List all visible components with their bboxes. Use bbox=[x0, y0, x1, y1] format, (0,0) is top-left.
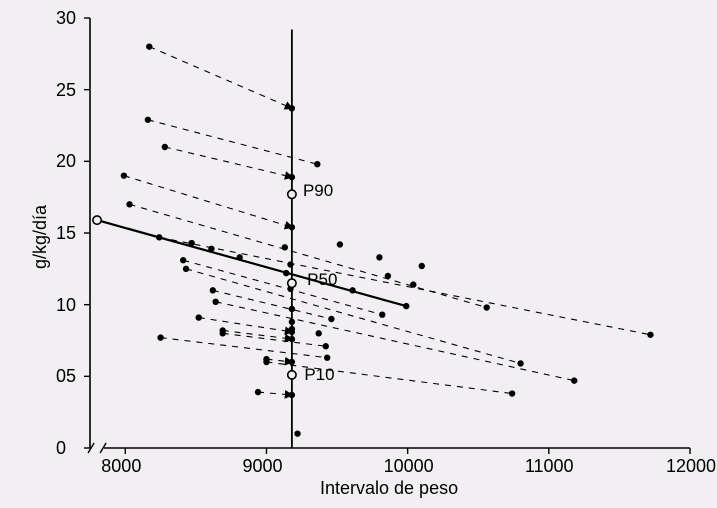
data-point bbox=[180, 257, 186, 263]
percentile-label: P50 bbox=[307, 270, 337, 290]
data-point bbox=[323, 343, 329, 349]
y-tick-label: 30 bbox=[56, 8, 76, 29]
x-tick-label: 11000 bbox=[525, 456, 574, 477]
data-point bbox=[349, 287, 355, 293]
data-point bbox=[314, 161, 320, 167]
scatter-chart bbox=[0, 0, 717, 508]
data-point bbox=[289, 319, 295, 325]
data-point bbox=[571, 377, 577, 383]
data-point bbox=[283, 270, 289, 276]
data-point bbox=[289, 224, 295, 230]
series-line bbox=[161, 338, 328, 358]
series-line bbox=[199, 318, 292, 332]
percentile-marker bbox=[93, 216, 101, 224]
percentile-marker bbox=[288, 371, 296, 379]
data-point bbox=[183, 266, 189, 272]
data-point bbox=[146, 43, 152, 49]
series-line bbox=[266, 362, 512, 394]
series-line bbox=[216, 302, 575, 381]
data-point bbox=[289, 359, 295, 365]
series-line bbox=[165, 147, 292, 177]
data-point bbox=[212, 299, 218, 305]
data-point bbox=[255, 389, 261, 395]
data-point bbox=[263, 359, 269, 365]
data-point bbox=[287, 261, 293, 267]
data-point bbox=[156, 234, 162, 240]
data-point bbox=[145, 117, 151, 123]
data-point bbox=[324, 355, 330, 361]
data-point bbox=[289, 326, 295, 332]
data-point bbox=[419, 263, 425, 269]
data-point bbox=[379, 312, 385, 318]
data-point bbox=[517, 360, 523, 366]
data-point bbox=[328, 316, 334, 322]
data-point bbox=[385, 273, 391, 279]
data-point bbox=[157, 334, 163, 340]
data-point bbox=[126, 201, 132, 207]
data-point bbox=[289, 306, 295, 312]
data-point bbox=[162, 144, 168, 150]
data-point bbox=[208, 246, 214, 252]
series-line bbox=[186, 269, 521, 364]
data-point bbox=[210, 287, 216, 293]
data-point bbox=[410, 281, 416, 287]
y-axis-label: g/kg/día bbox=[30, 205, 51, 269]
series-line bbox=[159, 237, 650, 334]
x-tick-label: 12000 bbox=[666, 456, 716, 477]
data-point bbox=[220, 330, 226, 336]
data-point bbox=[376, 254, 382, 260]
percentile-label: P10 bbox=[304, 365, 334, 385]
data-point bbox=[196, 314, 202, 320]
x-axis-label: Intervalo de peso bbox=[320, 478, 458, 499]
series-line bbox=[223, 333, 326, 346]
percentile-label: P90 bbox=[303, 181, 333, 201]
data-point bbox=[188, 240, 194, 246]
y-tick-label: 20 bbox=[56, 151, 76, 172]
data-point bbox=[121, 172, 127, 178]
y-tick-label: 0 bbox=[56, 438, 66, 459]
data-point bbox=[316, 330, 322, 336]
series-line bbox=[258, 392, 292, 395]
data-point bbox=[484, 304, 490, 310]
series-line bbox=[266, 359, 291, 362]
data-point bbox=[509, 390, 515, 396]
data-point bbox=[289, 336, 295, 342]
data-point bbox=[289, 105, 295, 111]
data-point bbox=[294, 430, 300, 436]
data-point bbox=[289, 392, 295, 398]
chart-container: g/kg/día Intervalo de peso 8000 9000 10000… bbox=[0, 0, 717, 508]
percentile-marker bbox=[288, 279, 296, 287]
data-point bbox=[403, 303, 409, 309]
series-line bbox=[124, 176, 292, 228]
x-tick-label: 9000 bbox=[242, 456, 282, 477]
series-line bbox=[149, 47, 292, 109]
series-line bbox=[97, 220, 406, 306]
data-point bbox=[282, 244, 288, 250]
x-tick-label: 8000 bbox=[101, 456, 141, 477]
series-line bbox=[223, 330, 292, 339]
y-tick-label: 05 bbox=[56, 366, 76, 387]
data-point bbox=[289, 174, 295, 180]
percentile-marker bbox=[288, 190, 296, 198]
data-point bbox=[647, 332, 653, 338]
data-point bbox=[337, 241, 343, 247]
y-tick-label: 25 bbox=[56, 80, 76, 101]
x-tick-label: 10000 bbox=[384, 456, 434, 477]
data-point bbox=[236, 254, 242, 260]
y-tick-label: 15 bbox=[56, 223, 76, 244]
y-tick-label: 10 bbox=[56, 295, 76, 316]
